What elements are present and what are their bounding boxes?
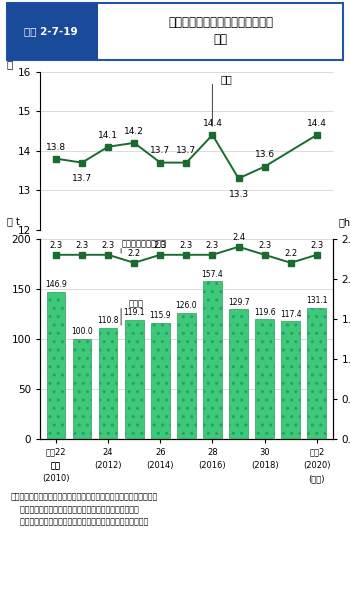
- Text: 115.9: 115.9: [149, 312, 171, 321]
- Bar: [99, 328, 118, 439]
- Text: 年産: 年産: [51, 461, 61, 470]
- Bar: [255, 319, 274, 439]
- Text: さとうきびの収穫面積、収穫量、
糖度: さとうきびの収穫面積、収穫量、 糖度: [168, 16, 273, 47]
- Text: 14.4: 14.4: [307, 119, 327, 128]
- Text: 157.4: 157.4: [202, 270, 223, 279]
- Text: 26: 26: [155, 448, 166, 457]
- Text: (2018): (2018): [251, 461, 279, 470]
- Text: (2014): (2014): [147, 461, 174, 470]
- Text: 24: 24: [103, 448, 113, 457]
- Text: 収穫面積（右目盛）: 収穫面積（右目盛）: [121, 239, 166, 248]
- Text: 2.4: 2.4: [232, 233, 245, 242]
- Text: 2.3: 2.3: [310, 241, 323, 250]
- Text: 万 t: 万 t: [7, 217, 20, 227]
- Text: 117.4: 117.4: [280, 310, 302, 319]
- Bar: [177, 313, 196, 439]
- Text: 資料：農林水産省「作物統計」、「令和２砂糖年度における砂糖及び
    異性化糖の需給見通し（第３回）」、鹿児島県、沖縄県
    「さとうきび及び甘しゃ糖生産: 資料：農林水産省「作物統計」、「令和２砂糖年度における砂糖及び 異性化糖の需給見…: [10, 493, 158, 527]
- Text: (2012): (2012): [94, 461, 122, 470]
- Text: 126.0: 126.0: [176, 301, 197, 310]
- Text: 14.2: 14.2: [124, 127, 144, 136]
- Bar: [203, 281, 222, 439]
- Bar: [7, 2, 98, 60]
- Text: 2.2: 2.2: [284, 249, 297, 258]
- Text: 図表 2-7-19: 図表 2-7-19: [24, 26, 78, 36]
- Text: (見込): (見込): [309, 474, 325, 483]
- Bar: [229, 309, 248, 439]
- Text: 2.3: 2.3: [102, 241, 115, 250]
- Text: 146.9: 146.9: [45, 281, 67, 290]
- Text: 100.0: 100.0: [71, 327, 93, 336]
- Text: 度: 度: [7, 59, 13, 69]
- Text: 糖度: 糖度: [220, 74, 232, 84]
- Bar: [72, 338, 91, 439]
- Text: 131.1: 131.1: [306, 296, 328, 305]
- Text: 14.1: 14.1: [98, 131, 118, 140]
- Text: 13.7: 13.7: [72, 174, 92, 183]
- Text: 13.7: 13.7: [150, 146, 170, 155]
- Text: 万ha: 万ha: [338, 217, 350, 227]
- Text: 2.2: 2.2: [128, 249, 141, 258]
- Bar: [47, 292, 65, 439]
- Text: 30: 30: [259, 448, 270, 457]
- Text: 収穫量: 収穫量: [129, 299, 144, 308]
- Bar: [281, 321, 300, 439]
- Text: (2010): (2010): [42, 474, 70, 483]
- Text: 13.6: 13.6: [254, 150, 275, 159]
- Text: 2.3: 2.3: [206, 241, 219, 250]
- Bar: [151, 323, 170, 439]
- Text: 13.8: 13.8: [46, 143, 66, 152]
- Text: 年産: 年産: [51, 461, 61, 470]
- Text: 2.3: 2.3: [258, 241, 271, 250]
- Text: 28: 28: [207, 448, 218, 457]
- Text: (2020): (2020): [303, 461, 331, 470]
- Text: 平成22: 平成22: [46, 448, 66, 457]
- Text: 2.3: 2.3: [49, 241, 63, 250]
- Text: 119.1: 119.1: [124, 308, 145, 317]
- Text: 110.8: 110.8: [97, 316, 119, 325]
- Text: 13.7: 13.7: [176, 146, 196, 155]
- Text: 129.7: 129.7: [228, 297, 249, 307]
- Text: 令和2: 令和2: [309, 448, 324, 457]
- Text: 14.4: 14.4: [203, 119, 222, 128]
- Text: 2.3: 2.3: [180, 241, 193, 250]
- Text: 2.3: 2.3: [75, 241, 89, 250]
- Text: (2016): (2016): [199, 461, 226, 470]
- Bar: [125, 320, 144, 439]
- Text: 119.6: 119.6: [254, 307, 275, 316]
- Bar: [307, 307, 326, 439]
- Text: 2.3: 2.3: [154, 241, 167, 250]
- Text: 13.3: 13.3: [229, 189, 248, 199]
